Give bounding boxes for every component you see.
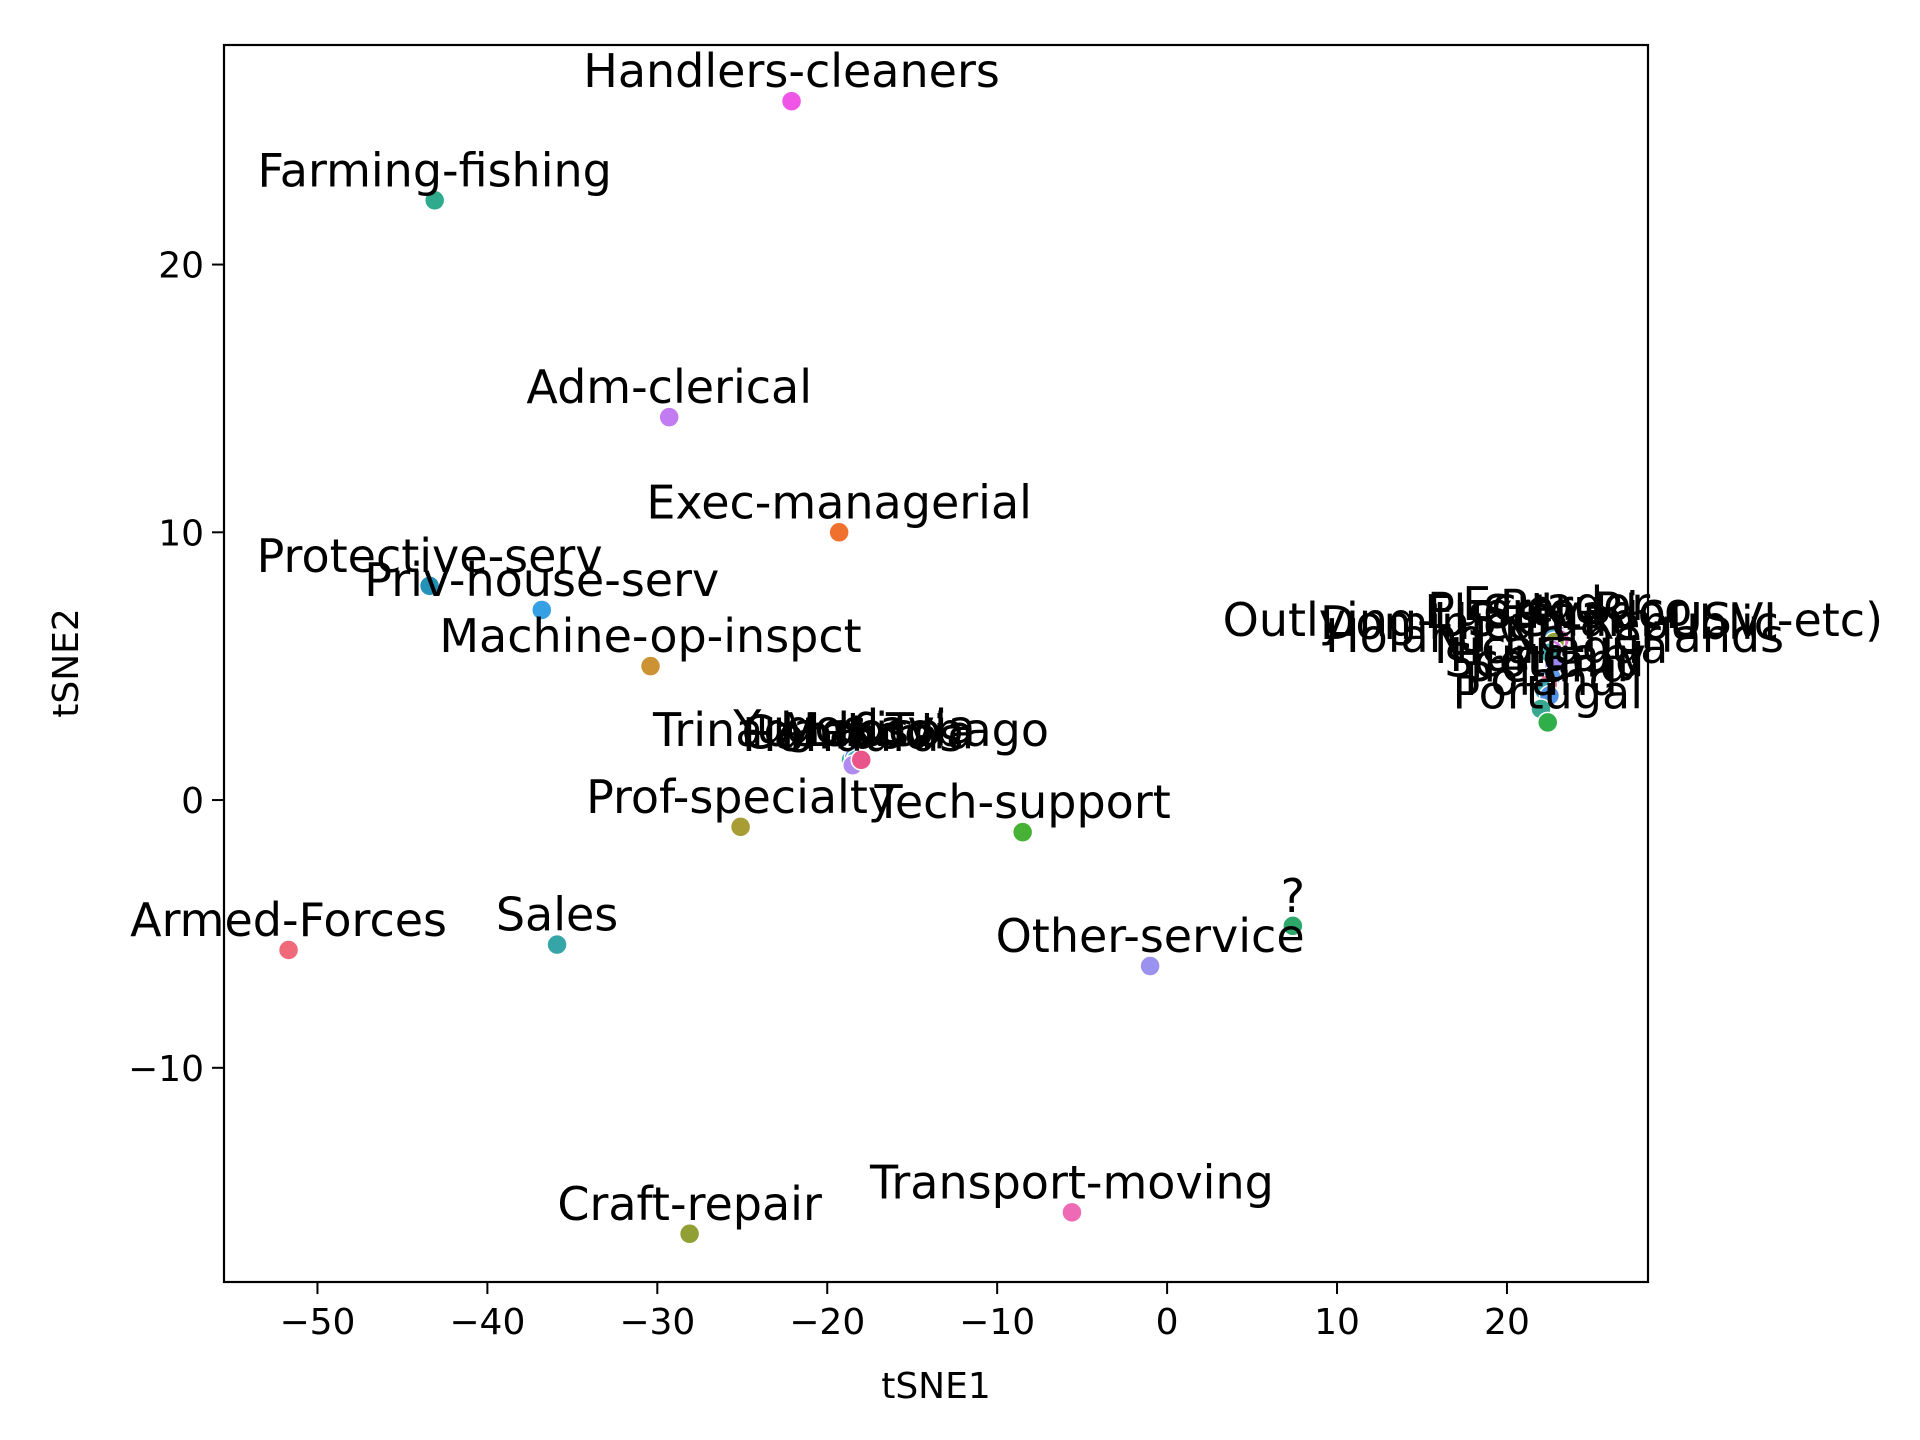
point-label: Hungary [1450,628,1646,682]
x-axis-label: tSNE1 [881,1366,991,1407]
point-label: Protective-serv [257,529,603,583]
point-label: Honduras [742,708,963,762]
y-axis-ticks: −10 0 10 20 [128,246,224,1090]
y-tick-label: 10 [158,513,204,554]
point-label: Holand-Netherlands [1325,609,1784,663]
point-label: Scotland [1444,633,1644,687]
data-point [729,816,752,838]
point-label: Prof-specialty [586,770,895,824]
data-point [531,599,553,621]
y-tick-label: −10 [128,1049,204,1090]
x-axis-ticks: −50 −40 −30 −20 −10 0 10 20 [279,1282,1530,1343]
point-label: Machine-op-inspct [439,609,861,663]
point-label: Mexico [781,703,942,757]
data-point [828,521,850,544]
data-point [850,749,872,771]
plot-frame [222,43,1650,1284]
x-tick-label: −10 [959,1302,1035,1343]
point-label: ? [1281,869,1305,923]
point-label: Dominican-Republic [1320,596,1779,650]
x-tick-label: 0 [1156,1302,1179,1343]
point-label: Outlying-US(Guam-USVI-etc) [1223,593,1883,647]
point-label: Ireland [1470,639,1629,693]
y-tick-label: 20 [158,246,204,287]
point-label: Sales [496,888,618,942]
point-label: Tech-support [874,775,1171,829]
data-point [639,655,662,677]
data-point [277,939,300,961]
point-label: Adm-clerical [526,360,812,414]
data-point [658,406,680,428]
data-point [780,90,803,112]
x-tick-label: 10 [1314,1302,1360,1343]
data-point [418,575,441,597]
data-point [1536,711,1559,734]
point-label: Nicaragua [1434,620,1668,674]
y-tick-label: 0 [181,781,204,822]
data-point [423,189,446,212]
y-axis-label: tSNE2 [46,608,87,718]
point-label: Other-service [996,909,1305,963]
x-tick-label: 20 [1484,1302,1530,1343]
point-label: Priv-house-serv [364,553,719,607]
data-points [277,90,1571,1245]
point-label: Trinadad&Tobago [652,703,1049,757]
point-label: Handlers-cleaners [583,44,1000,98]
data-point [1061,1201,1083,1224]
x-tick-label: −50 [279,1302,355,1343]
point-label: Craft-repair [557,1177,822,1231]
point-label: Puerto-Rico [1427,582,1692,636]
point-label: Portugal [1452,665,1643,719]
point-label: Cambodia [742,706,975,760]
x-tick-label: −40 [449,1302,525,1343]
x-tick-label: −30 [619,1302,695,1343]
data-labels: Handlers-cleaners Farming-fishing Adm-cler… [130,44,1883,1231]
point-label: Ecuador [1462,577,1650,631]
point-label: Farming-fishing [258,143,612,197]
point-label: Peru [1500,580,1602,634]
point-label: Exec-managerial [646,475,1032,529]
data-point [678,1223,701,1245]
point-label: Yugoslavia [732,700,975,754]
point-label: Laos [803,703,909,757]
data-point [546,933,568,956]
data-point [1282,915,1304,937]
data-point [1139,955,1161,977]
x-tick-label: −20 [789,1302,865,1343]
data-point [1011,821,1034,843]
point-label: Transport-moving [869,1155,1274,1209]
point-label: Armed-Forces [130,893,447,947]
point-label: Poland [1464,652,1618,706]
point-label: El-Salvador [1424,585,1684,639]
